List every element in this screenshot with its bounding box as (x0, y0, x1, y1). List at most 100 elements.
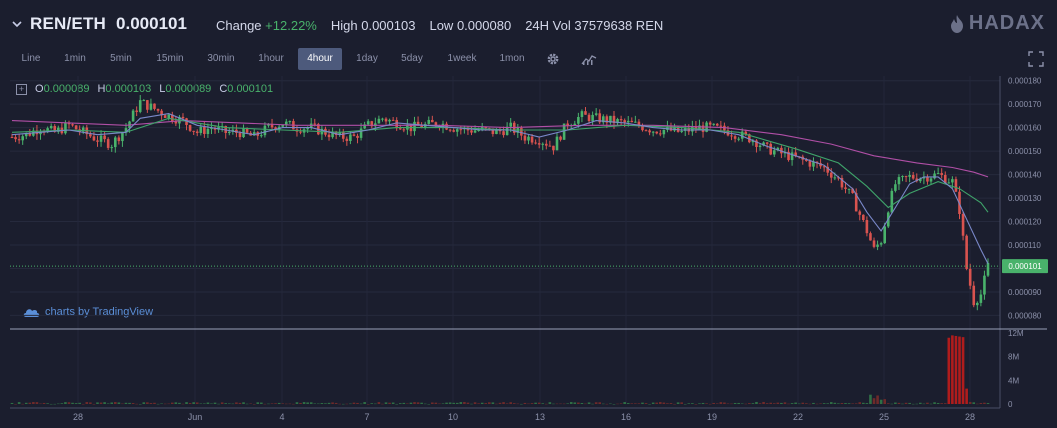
candle (641, 125, 644, 131)
date-tick: 22 (793, 412, 803, 422)
volume-bar (701, 402, 705, 404)
volume-bar (274, 403, 277, 404)
volume-bar (943, 403, 947, 404)
volume-bar (723, 402, 726, 404)
volume-bar (715, 403, 719, 404)
last-price: 0.000101 (116, 14, 187, 33)
candle (904, 176, 908, 178)
pair-name[interactable]: REN/ETH (30, 14, 107, 33)
volume-bar (976, 403, 979, 405)
volume-bar (441, 403, 445, 404)
candle (598, 113, 602, 123)
candle (366, 121, 370, 125)
candle (420, 125, 423, 128)
volume-bar (748, 403, 751, 404)
candle (733, 136, 737, 139)
volume-bar (131, 403, 135, 404)
candle (634, 121, 637, 123)
volume-bar (986, 403, 990, 404)
expand-legend-icon[interactable]: + (16, 83, 27, 95)
volume-bar (787, 403, 790, 405)
volume-bar (658, 402, 662, 404)
volume-bar (398, 403, 402, 404)
volume-bar (584, 403, 587, 405)
volume-bar (96, 402, 99, 404)
gear-icon[interactable] (545, 51, 561, 67)
candle (566, 123, 569, 126)
interval-30min[interactable]: 30min (207, 53, 235, 64)
candle (391, 119, 395, 121)
candle (744, 131, 748, 135)
candle (623, 120, 626, 123)
candle (605, 116, 609, 123)
volume-bar (527, 403, 530, 405)
volume-bar (10, 402, 14, 404)
interval-1hour[interactable]: 1hour (258, 53, 284, 64)
volume-bar (673, 403, 676, 405)
candle (730, 135, 733, 137)
interval-1min[interactable]: 1min (64, 53, 86, 64)
interval-1week[interactable]: 1week (447, 53, 477, 64)
volume-bar (626, 403, 630, 404)
candle (947, 182, 951, 184)
candle (776, 147, 780, 151)
candle (719, 125, 723, 127)
ohlc-high: H0.000103 (97, 83, 152, 95)
volume-bar (260, 402, 263, 404)
date-tick: 28 (73, 412, 83, 422)
candle (306, 127, 309, 130)
interval-15min[interactable]: 15min (156, 53, 184, 64)
volume-bar (691, 403, 694, 404)
volume-bar (726, 403, 730, 405)
ohlc-low: L0.000089 (159, 83, 212, 95)
interval-5min[interactable]: 5min (110, 53, 132, 64)
pair-selector[interactable]: REN/ETH 0.000101 (10, 14, 187, 34)
volume-bar (915, 403, 919, 405)
candle (929, 178, 933, 182)
interval-line[interactable]: Line (21, 53, 41, 64)
candle (951, 179, 954, 183)
volume-bar (53, 403, 57, 405)
candle (644, 130, 648, 132)
candle (555, 136, 559, 151)
chevron-down-icon[interactable] (10, 17, 24, 31)
volume-bar (188, 403, 192, 404)
volume-bar (17, 402, 21, 404)
volume-bar (292, 403, 295, 405)
candle (509, 122, 512, 127)
volume-bar (395, 403, 399, 405)
volume-bar (826, 403, 830, 404)
candle (908, 175, 911, 177)
interval-1day[interactable]: 1day (356, 53, 378, 64)
indicators-icon[interactable] (581, 51, 597, 67)
volume-bar (594, 402, 598, 404)
volume-bar (833, 402, 837, 404)
volume-bar (683, 403, 687, 405)
interval-4hour[interactable]: 4hour (298, 48, 342, 70)
candle (541, 143, 545, 145)
candle (545, 143, 548, 146)
fullscreen-icon[interactable] (1028, 51, 1044, 67)
candle (192, 130, 195, 132)
volume-bar (459, 402, 463, 404)
volume-bar (128, 402, 131, 404)
candle (388, 119, 391, 122)
volume-bar (958, 336, 961, 404)
candle (267, 124, 270, 126)
candle (477, 130, 480, 132)
volume-bar (865, 403, 869, 404)
volume-bar (876, 395, 879, 404)
interval-1mon[interactable]: 1mon (499, 53, 525, 64)
volume-bar (740, 403, 744, 404)
volume-bar (655, 402, 659, 404)
volume-bar (388, 402, 391, 404)
candle (584, 111, 587, 115)
candle (203, 126, 206, 135)
candle (163, 115, 167, 118)
cloud-icon (23, 308, 40, 317)
moving-averages (11, 113, 989, 265)
interval-5day[interactable]: 5day (401, 53, 423, 64)
candle (484, 127, 488, 129)
volume-bar (904, 402, 908, 404)
